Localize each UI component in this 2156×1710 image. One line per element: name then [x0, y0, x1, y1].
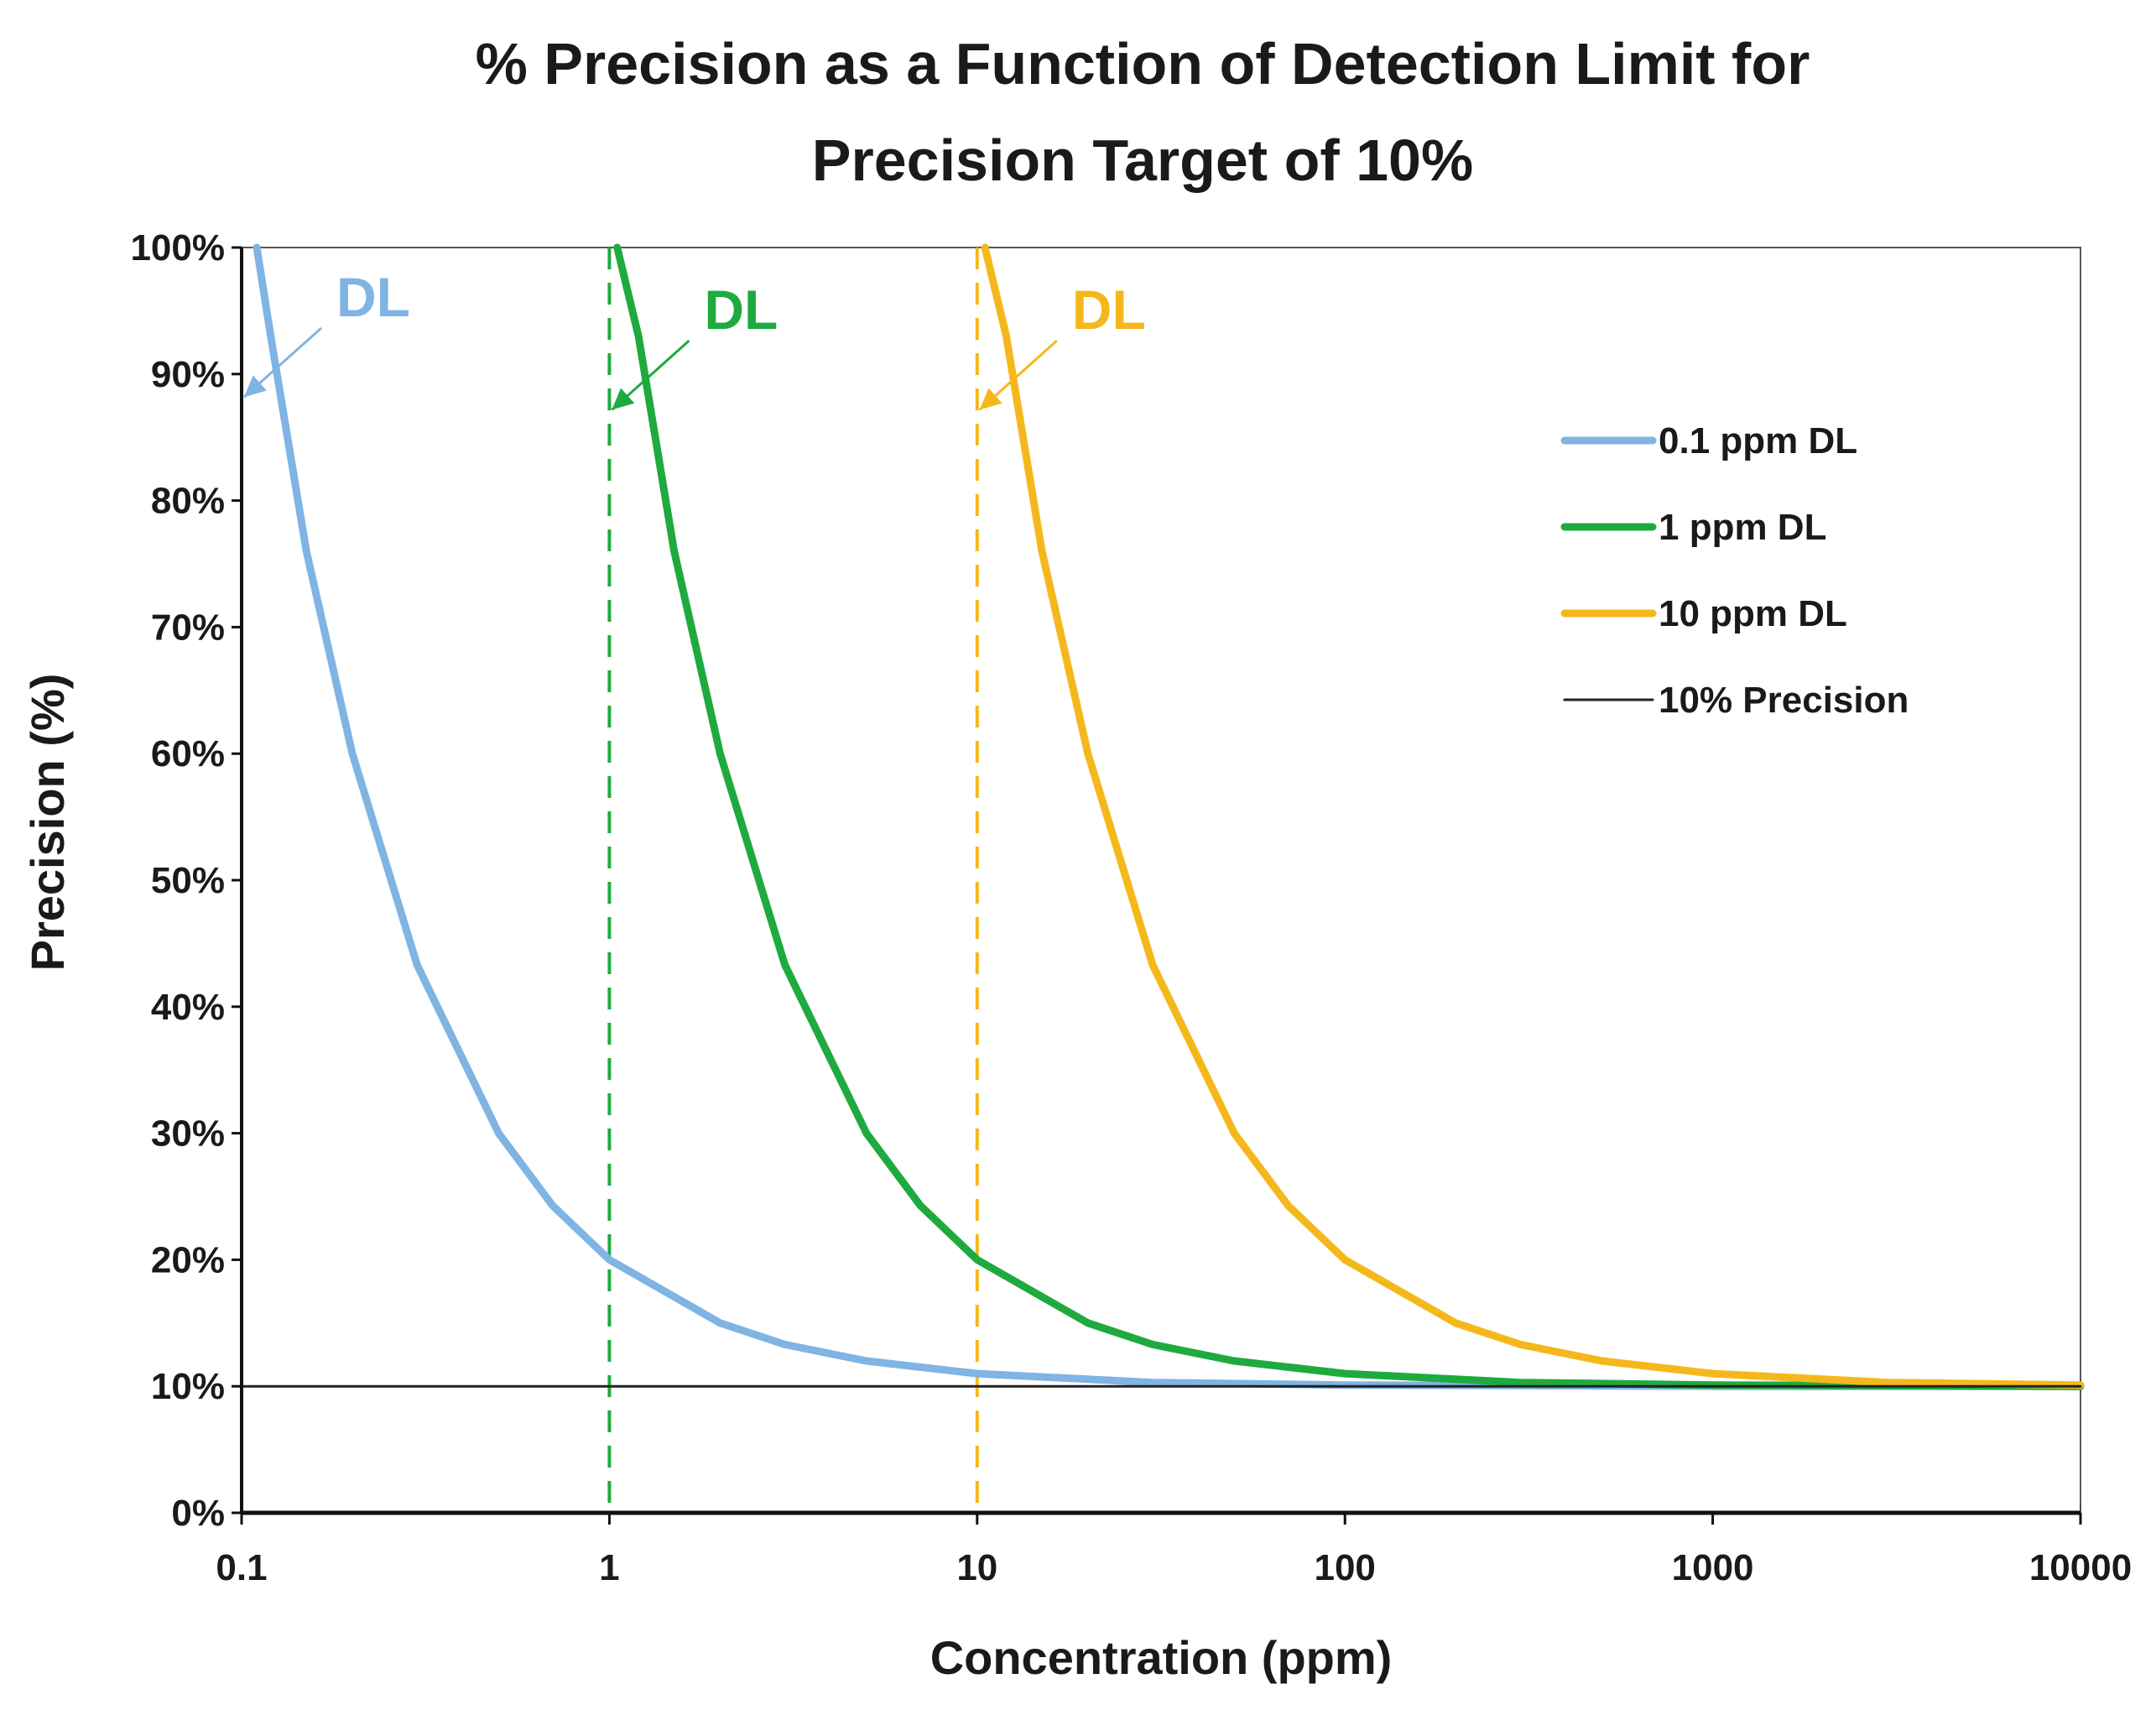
y-tick-label: 10%: [151, 1366, 225, 1407]
y-tick-label: 60%: [151, 733, 225, 774]
dl-annotation-label: DL: [336, 266, 410, 328]
x-axis-title: Concentration (ppm): [930, 1631, 1393, 1684]
legend-label: 0.1 ppm DL: [1659, 420, 1857, 461]
y-axis-title: Precision (%): [21, 674, 74, 972]
y-axis-ticks: 0% 10% 20% 30% 40% 50% 60% 70% 80% 90% 100%: [130, 227, 242, 1534]
dl-annotations: DL DL DL: [242, 266, 1146, 411]
legend-label: 10 ppm DL: [1659, 593, 1847, 634]
y-tick-label: 70%: [151, 607, 225, 648]
x-tick-label: 1000: [1672, 1547, 1754, 1588]
chart-title-line1: % Precision as a Function of Detection L…: [476, 31, 1810, 96]
dl-annotation-label: DL: [1072, 279, 1146, 341]
x-tick-label: 10000: [2029, 1547, 2132, 1588]
y-tick-label: 100%: [130, 227, 225, 268]
x-tick-label: 10: [956, 1547, 997, 1588]
y-tick-label: 50%: [151, 860, 225, 901]
x-tick-label: 1: [599, 1547, 619, 1588]
y-tick-label: 30%: [151, 1113, 225, 1155]
dl-annotation-label: DL: [704, 279, 778, 341]
x-tick-label: 0.1: [216, 1547, 267, 1588]
chart-title-line2: Precision Target of 10%: [812, 128, 1473, 193]
x-tick-label: 100: [1314, 1547, 1375, 1588]
legend: 0.1 ppm DL 1 ppm DL 10 ppm DL 10% Precision: [1560, 420, 1909, 721]
dl-arrow-head: [979, 388, 1002, 410]
legend-label: 1 ppm DL: [1659, 507, 1826, 548]
y-tick-label: 80%: [151, 481, 225, 522]
series-line: [613, 243, 2085, 1390]
dl-arrow-head: [243, 375, 267, 398]
y-tick-label: 90%: [151, 354, 225, 395]
dl-arrow-head: [612, 388, 635, 410]
series-line: [253, 243, 2085, 1390]
plot-area: [241, 247, 2081, 1514]
legend-label: 10% Precision: [1659, 680, 1909, 721]
y-tick-label: 20%: [151, 1239, 225, 1280]
series-lines: [240, 243, 2085, 1390]
x-axis-ticks: 0.1 1 10 100 1000 10000: [216, 1513, 2132, 1588]
series-line: [981, 243, 2085, 1389]
y-tick-label: 0%: [171, 1493, 225, 1534]
y-tick-label: 40%: [151, 987, 225, 1028]
